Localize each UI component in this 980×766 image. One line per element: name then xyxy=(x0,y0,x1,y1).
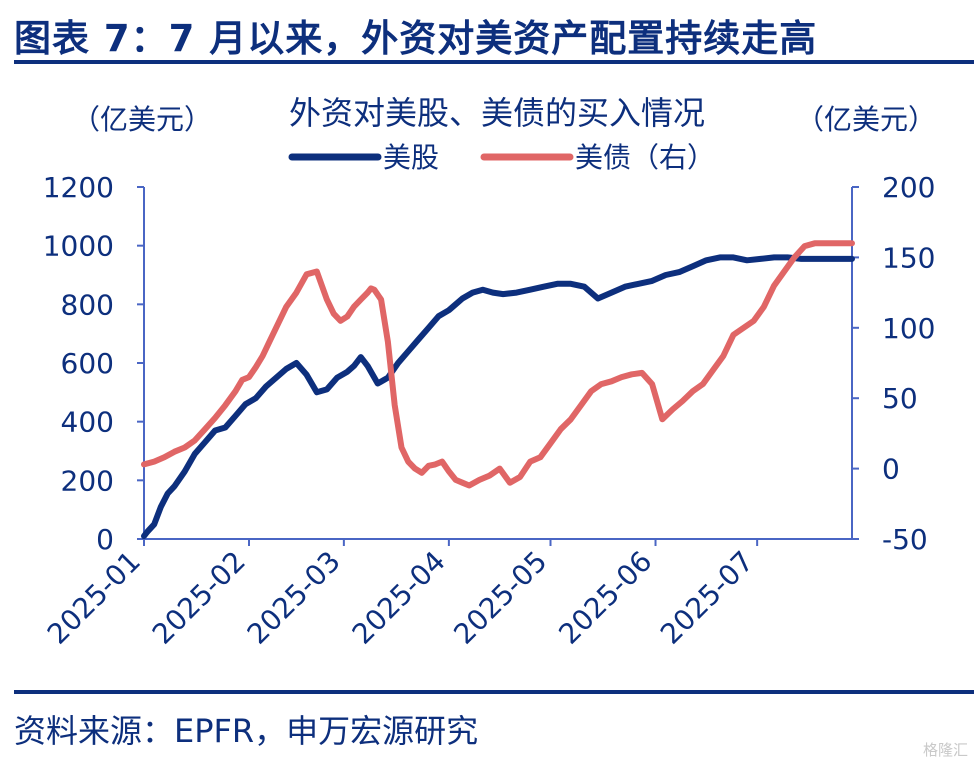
legend-item-us-bonds-label: 美债（右） xyxy=(575,141,715,174)
left-tick-label: 0 xyxy=(96,523,114,556)
left-tick-label: 200 xyxy=(61,464,114,497)
series-line-us-bonds xyxy=(141,240,855,489)
left-tick-label: 1000 xyxy=(43,230,114,263)
series-line-us-equities xyxy=(141,254,855,540)
x-tick-label: 2025-04 xyxy=(346,545,452,651)
source-note: 资料来源：EPFR，申万宏源研究 xyxy=(14,712,479,750)
figure-title: 图表 7：7 月以来，外资对美资产配置持续走高 xyxy=(14,17,818,60)
source-rule xyxy=(14,690,974,694)
left-tick-label: 800 xyxy=(61,288,114,321)
x-tick-label: 2025-07 xyxy=(654,545,760,651)
left-tick-label: 1200 xyxy=(43,171,114,204)
right-tick-label: 0 xyxy=(882,453,900,486)
left-axis-unit: （亿美元） xyxy=(72,103,212,136)
title-rule xyxy=(14,60,974,64)
x-tick-label: 2025-01 xyxy=(41,545,147,651)
axes: 0 200 400 600 800 1000 1200 -50 0 50 100 150 200 2025… xyxy=(41,171,936,651)
right-tick-label: 100 xyxy=(882,312,935,345)
legend: 美股 美债（右） xyxy=(288,141,715,174)
dual-axis-line-chart: 外资对美股、美债的买入情况 （亿美元） （亿美元） 美股 美债（右） 0 200 40… xyxy=(41,94,936,651)
x-tick-label: 2025-02 xyxy=(146,545,252,651)
x-tick-label: 2025-05 xyxy=(447,545,553,651)
x-tick-label: 2025-03 xyxy=(241,545,347,651)
right-tick-label: 50 xyxy=(882,382,918,415)
watermark: 格隆汇 xyxy=(922,741,968,759)
legend-item-us-equities-label: 美股 xyxy=(383,141,439,174)
right-axis-unit: （亿美元） xyxy=(796,103,936,136)
right-tick-label: -50 xyxy=(882,523,928,556)
chart-title: 外资对美股、美债的买入情况 xyxy=(289,94,705,132)
left-tick-label: 400 xyxy=(61,406,114,439)
left-tick-label: 600 xyxy=(61,347,114,380)
right-tick-label: 150 xyxy=(882,241,935,274)
x-tick-label: 2025-06 xyxy=(552,545,658,651)
series-layer xyxy=(141,240,855,540)
right-tick-label: 200 xyxy=(882,171,935,204)
